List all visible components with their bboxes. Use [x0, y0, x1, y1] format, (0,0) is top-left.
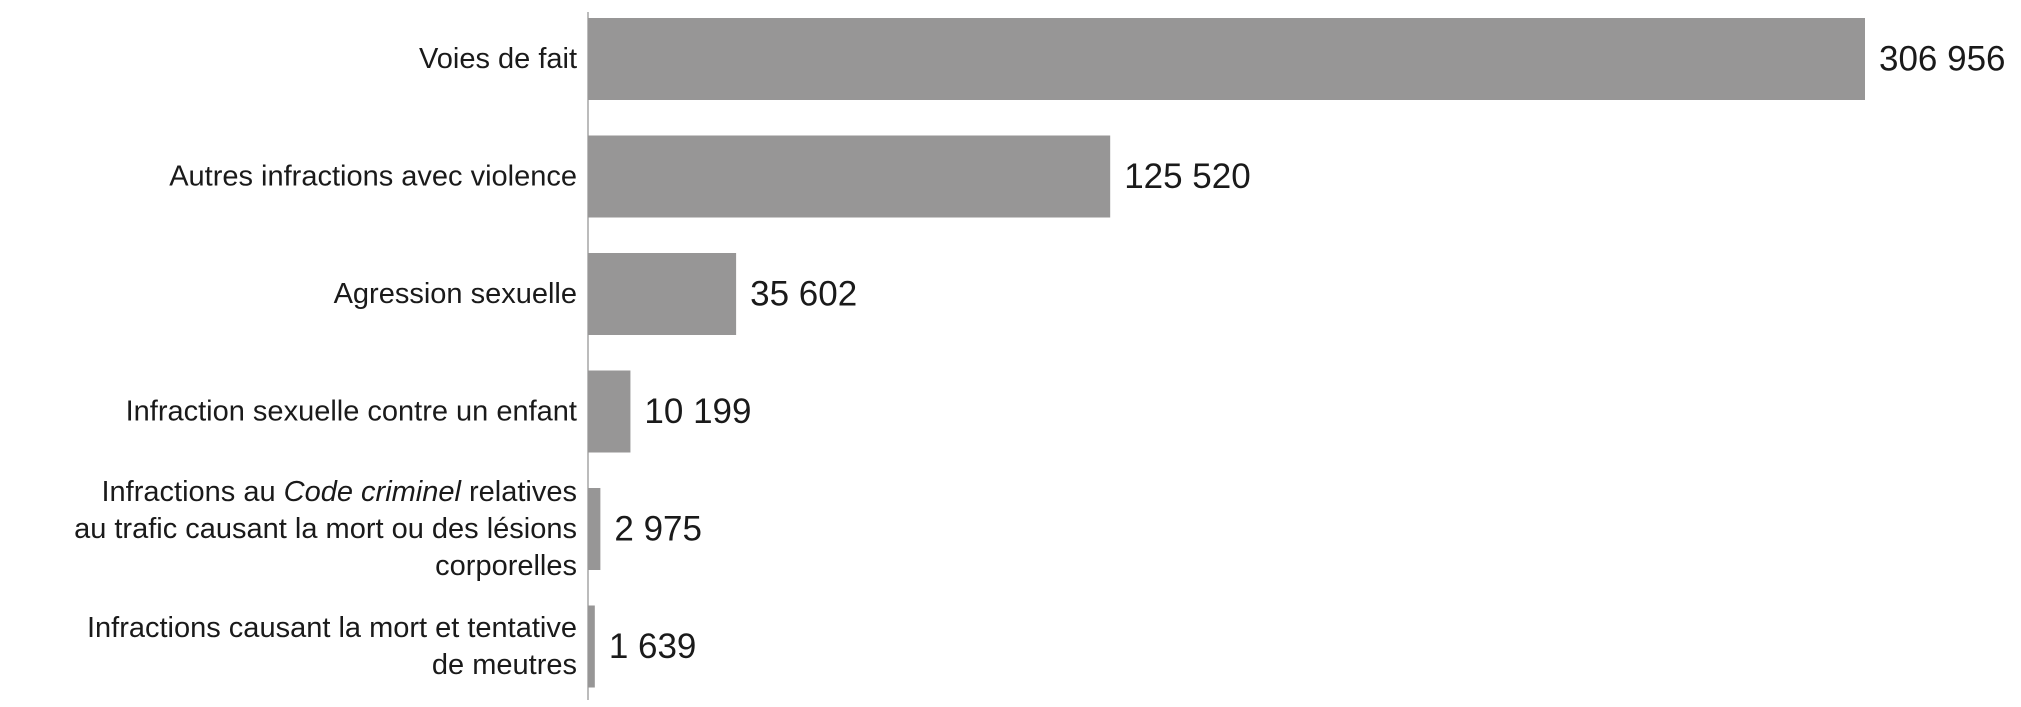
bar: [588, 135, 1111, 218]
category-label: de meutres: [432, 649, 577, 681]
data-label: 306 956: [1879, 40, 2006, 79]
category-label: Autres infractions avec violence: [169, 161, 577, 193]
data-label: 35 602: [750, 275, 857, 314]
data-label: 125 520: [1124, 157, 1251, 196]
bar-series: [588, 18, 1865, 688]
data-label: 10 199: [644, 392, 751, 431]
bar: [588, 253, 737, 335]
category-label: corporelles: [435, 550, 577, 582]
category-label: Voies de fait: [419, 43, 577, 75]
bar: [588, 488, 601, 570]
category-label: Infractions causant la mort et tentative: [87, 612, 577, 644]
bar: [588, 18, 1865, 100]
value-labels: 306 956 125 520 35 602 10 199 2 975 1 639: [609, 40, 2006, 667]
category-label: Infractions au Code criminel relatives: [102, 476, 578, 508]
bar: [588, 605, 595, 688]
category-label: au trafic causant la mort ou des lésions: [74, 513, 577, 545]
category-label: Agression sexuelle: [334, 278, 577, 310]
bar: [588, 370, 631, 453]
data-label: 1 639: [609, 627, 697, 666]
category-label: Infraction sexuelle contre un enfant: [126, 396, 577, 428]
data-label: 2 975: [614, 510, 702, 549]
category-labels: Voies de fait Autres infractions avec vio…: [74, 43, 577, 681]
